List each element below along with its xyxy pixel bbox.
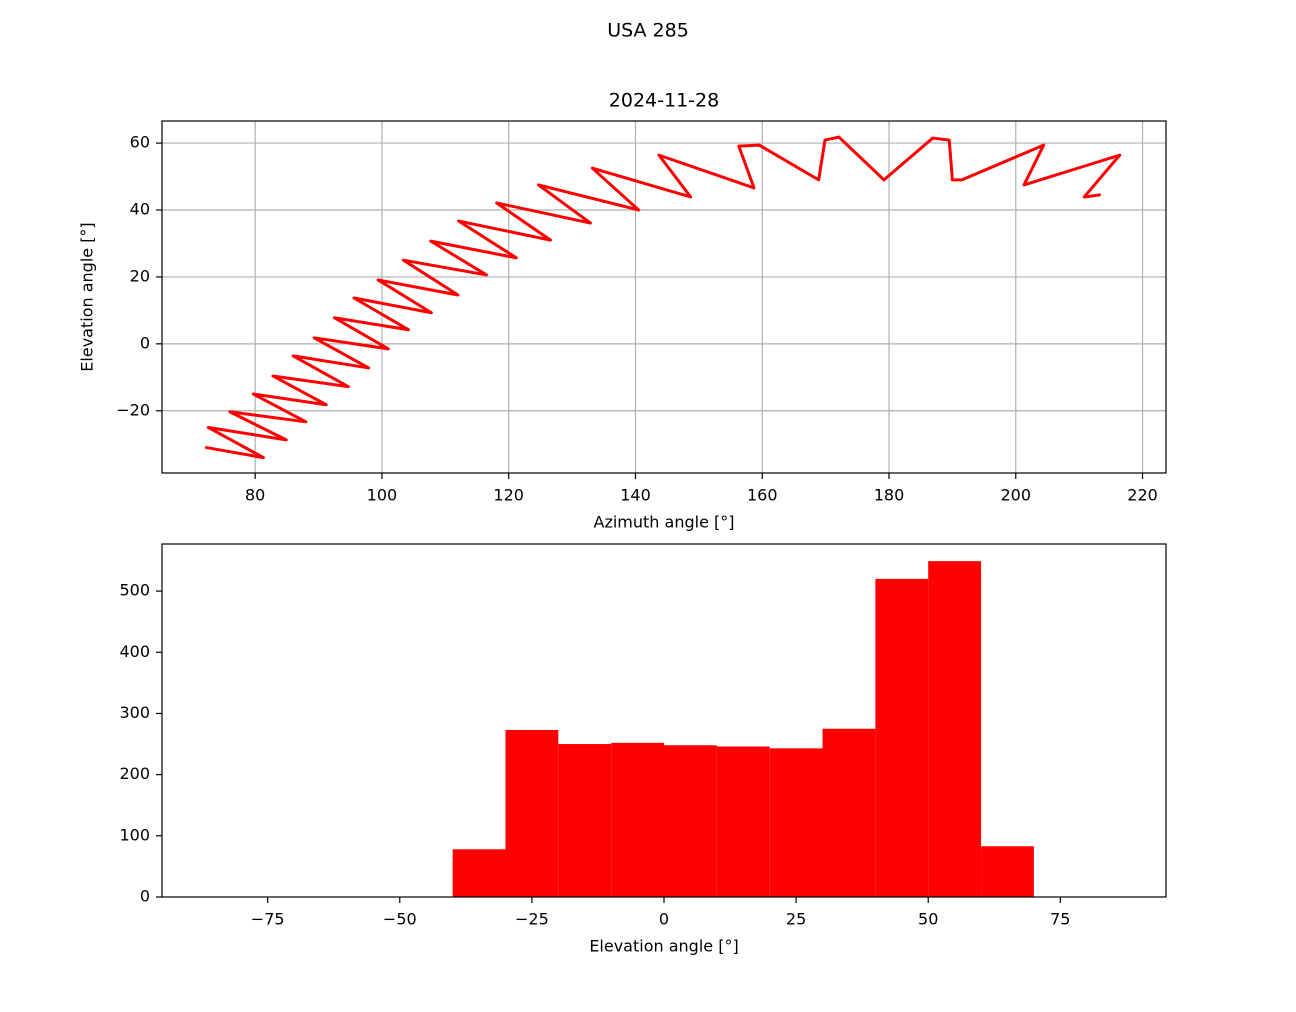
- x-tick-label: 220: [1127, 486, 1158, 505]
- axes-frame: [161, 543, 1167, 898]
- x-tick-label: 200: [1001, 486, 1032, 505]
- chart-title: 2024-11-28: [609, 90, 719, 112]
- y-tick-label: 200: [119, 764, 150, 783]
- bar: [928, 561, 982, 897]
- x-tick-label: 120: [493, 486, 524, 505]
- y-axis-label: Elevation angle [°]: [78, 222, 97, 371]
- x-tick-label: 100: [367, 486, 398, 505]
- bar: [822, 728, 876, 897]
- y-tick-label: −20: [116, 400, 150, 419]
- bar: [505, 729, 559, 897]
- x-tick-label: 160: [747, 486, 778, 505]
- x-tick-label: 50: [918, 910, 938, 929]
- y-tick-label: 40: [130, 200, 150, 219]
- bar: [716, 746, 770, 897]
- bar: [558, 744, 612, 897]
- bar: [981, 846, 1034, 897]
- bar: [452, 849, 506, 897]
- bar: [611, 742, 664, 897]
- y-tick-label: 100: [119, 825, 150, 844]
- trajectory-line: [204, 135, 1122, 460]
- x-tick-label: 0: [659, 910, 669, 929]
- x-tick-label: 25: [786, 910, 806, 929]
- bar: [875, 578, 929, 897]
- y-tick-label: 300: [119, 703, 150, 722]
- bar: [769, 748, 823, 897]
- figure-title: USA 285: [607, 20, 689, 42]
- x-tick-label: −75: [251, 910, 285, 929]
- y-tick-label: 500: [119, 581, 150, 600]
- x-tick-label: 180: [874, 486, 905, 505]
- x-tick-label: 80: [245, 486, 265, 505]
- y-tick-label: 0: [140, 333, 150, 352]
- x-axis-label: Elevation angle [°]: [589, 937, 738, 956]
- y-tick-label: 0: [140, 887, 150, 906]
- y-tick-label: 60: [130, 133, 150, 152]
- x-tick-label: 75: [1050, 910, 1070, 929]
- y-tick-label: 400: [119, 642, 150, 661]
- x-tick-label: −25: [515, 910, 549, 929]
- x-tick-label: 140: [620, 486, 651, 505]
- y-tick-label: 20: [130, 266, 150, 285]
- x-tick-label: −50: [383, 910, 417, 929]
- x-axis-label: Azimuth angle [°]: [594, 513, 735, 532]
- bar: [664, 745, 717, 897]
- axes-frame: [161, 120, 1167, 474]
